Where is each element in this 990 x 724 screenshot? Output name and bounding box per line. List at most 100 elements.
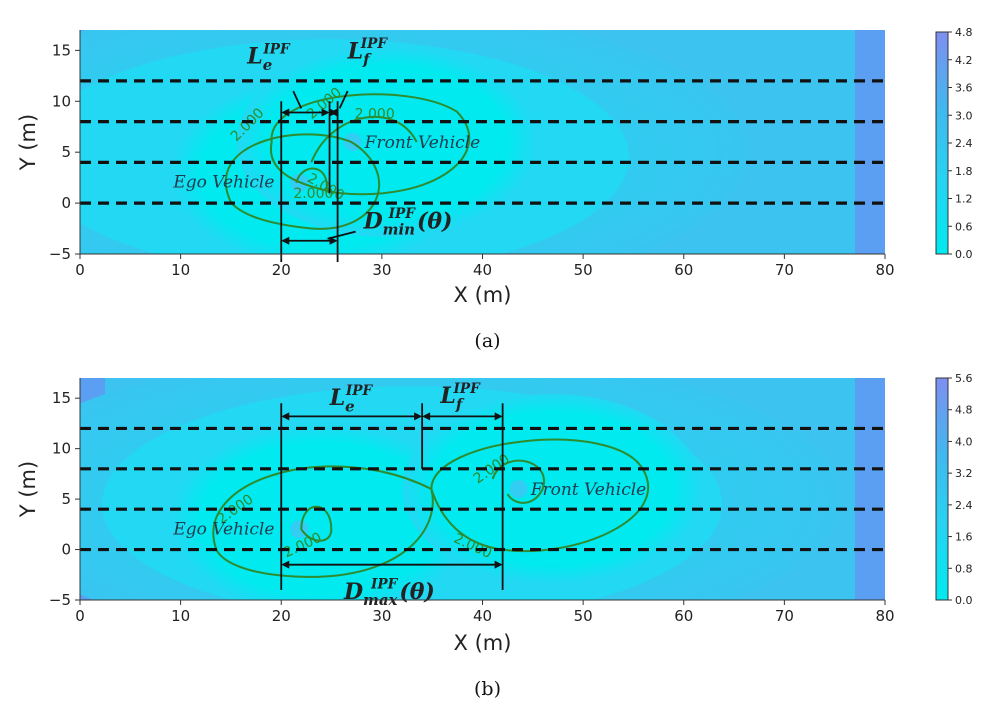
y-tick-label: 0 (61, 541, 71, 559)
label-lf-sub: f (455, 395, 465, 413)
arrow-d-head-left (281, 560, 290, 569)
arrow-le-head-right (414, 412, 423, 421)
y-tick-label: −5 (49, 591, 71, 609)
contours (224, 93, 471, 230)
label-le-sup: IPF (262, 41, 291, 57)
contour-link (310, 116, 418, 163)
arrow-le-head-left (281, 412, 290, 421)
x-tick-label: 50 (574, 607, 593, 625)
arrow-lf-head-right (494, 412, 503, 421)
x-axis-label: X (m) (454, 283, 512, 307)
colorbar-tick-label: 2.4 (955, 499, 973, 512)
label-d-arg: (θ) (399, 579, 435, 605)
contour-front (269, 93, 471, 196)
y-tick-label: 10 (52, 440, 71, 458)
label-le-base: L (246, 44, 262, 70)
field-inner-front (236, 47, 537, 237)
colorbar-tick-label: 1.2 (955, 193, 973, 206)
label-d-base: D (343, 579, 363, 605)
label-lf-sup: IPF (360, 36, 389, 52)
label-d-sup: IPF (370, 577, 399, 593)
colorbar-tick-label: 0.0 (955, 248, 973, 261)
label-d-arg: (θ) (417, 209, 453, 235)
x-axis-label: X (m) (454, 631, 512, 655)
leader-lf (338, 90, 349, 109)
label-lf-base: L (439, 383, 455, 409)
arrow-lf-head-left (422, 412, 431, 421)
label-d-sub: min (383, 221, 415, 239)
x-tick-label: 60 (674, 607, 693, 625)
leader-le (292, 90, 303, 109)
y-tick-label: 5 (61, 143, 71, 161)
contour-label: 2.000 (293, 186, 333, 202)
x-tick-label: 0 (75, 261, 85, 279)
field-inner-front (402, 394, 703, 584)
colorbar (935, 31, 949, 255)
contour-ego-inner (300, 505, 333, 542)
label-lf: LfIPF (439, 381, 481, 414)
colorbar-tick-label: 0.0 (955, 594, 973, 607)
colorbar-tick-label: 1.6 (955, 531, 973, 544)
contour-ego (224, 133, 381, 230)
x-tick-label: 10 (171, 261, 190, 279)
y-tick-label: 10 (52, 92, 71, 110)
x-tick-label: 10 (171, 607, 190, 625)
front-vehicle-label: Front Vehicle (364, 133, 481, 153)
colorbar-tick-label: 4.0 (955, 435, 973, 448)
label-d-sup: IPF (388, 206, 417, 222)
label-lf: LfIPF (347, 36, 389, 69)
label-lf-base: L (347, 39, 363, 65)
x-tick-label: 20 (272, 261, 291, 279)
y-tick-label: −5 (49, 245, 71, 263)
colorbar-tick-label: 3.2 (955, 467, 973, 480)
label-le: LeIPF (329, 383, 374, 416)
y-tick-label: 5 (61, 490, 71, 508)
x-tick-label: 20 (272, 607, 291, 625)
label-le-sub: e (345, 397, 355, 415)
front-peak (509, 480, 528, 498)
colorbar-tick-label: 3.6 (955, 82, 973, 95)
colorbar-tick-label: 5.6 (955, 372, 973, 385)
colorbar-tick-label: 4.8 (955, 26, 973, 39)
y-tick-label: 15 (52, 389, 71, 407)
label-lf-sub: f (362, 51, 372, 69)
ego-vehicle-label: Ego Vehicle (172, 173, 274, 193)
colorbar-tick-label: 1.8 (955, 165, 973, 178)
contour-label: 2.000 (355, 107, 395, 123)
x-tick-label: 50 (574, 261, 593, 279)
contour-ego (212, 465, 434, 578)
x-tick-label: 30 (372, 607, 391, 625)
y-tick-label: 15 (52, 41, 71, 59)
colorbar-tick-label: 0.6 (955, 220, 973, 233)
colorbar-tick-label: 4.8 (955, 404, 973, 417)
x-tick-label: 60 (674, 261, 693, 279)
arrow-d-head-right (329, 236, 338, 245)
x-tick-label: 0 (75, 607, 85, 625)
arrow-le-head-left (281, 108, 290, 117)
arrow-lf-head-right (329, 108, 338, 117)
y-axis-label: Y (m) (16, 114, 40, 171)
y-axis-label: Y (m) (16, 461, 40, 518)
panel-label: (a) (474, 330, 500, 352)
label-le-sup: IPF (345, 383, 374, 399)
colorbar (935, 377, 949, 601)
label-d: DminIPF(θ) (363, 206, 453, 239)
x-tick-label: 30 (372, 261, 391, 279)
label-le-base: L (329, 385, 345, 411)
label-d: DmaxIPF(θ) (343, 577, 435, 610)
dimension-annotations (280, 90, 356, 262)
panel-label: (b) (474, 678, 501, 700)
colorbar-tick-label: 2.4 (955, 137, 973, 150)
x-tick-label: 40 (473, 607, 492, 625)
colorbar-tick-label: 3.0 (955, 109, 973, 122)
label-lf-sup: IPF (452, 381, 481, 397)
arrow-le-head-right (321, 108, 330, 117)
arrow-d-head-left (281, 236, 290, 245)
x-tick-label: 70 (775, 261, 794, 279)
x-tick-label: 40 (473, 261, 492, 279)
label-le-sub: e (263, 56, 273, 74)
contour-ego-inner (295, 167, 328, 194)
